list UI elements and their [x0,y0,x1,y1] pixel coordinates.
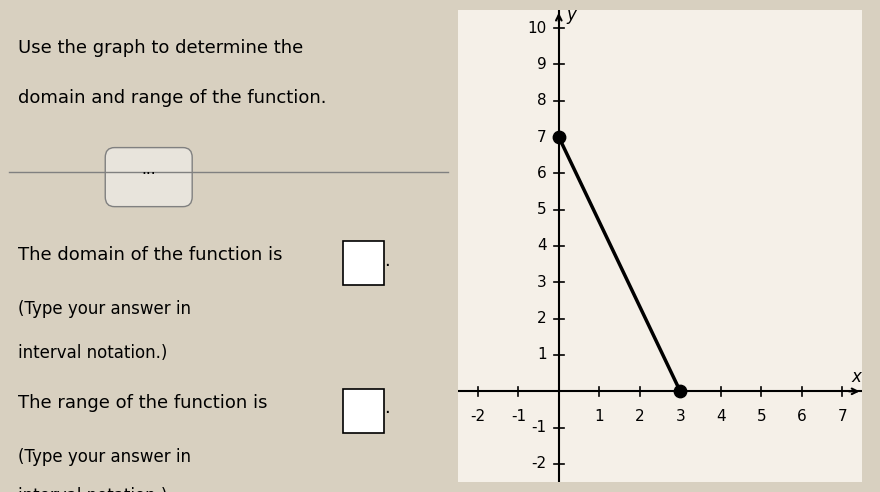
Text: -1: -1 [532,420,546,435]
Text: The range of the function is: The range of the function is [18,394,268,412]
Text: 1: 1 [595,409,604,425]
Point [552,133,566,141]
Text: 3: 3 [675,409,686,425]
Text: 2: 2 [537,311,546,326]
Text: Use the graph to determine the: Use the graph to determine the [18,39,304,58]
Text: 6: 6 [796,409,807,425]
Text: .: . [385,252,390,270]
FancyBboxPatch shape [343,241,385,285]
Text: ···: ··· [142,167,156,182]
Text: 3: 3 [537,275,546,290]
Text: 5: 5 [757,409,766,425]
Text: (Type your answer in: (Type your answer in [18,300,191,318]
Text: 9: 9 [537,57,546,72]
Text: 2: 2 [635,409,644,425]
Text: interval notation.): interval notation.) [18,344,168,363]
Text: interval notation.): interval notation.) [18,487,168,492]
Text: 1: 1 [537,347,546,363]
Text: 4: 4 [537,239,546,253]
Text: -1: -1 [510,409,526,425]
Text: 6: 6 [537,166,546,181]
Point [673,387,687,395]
FancyBboxPatch shape [106,148,192,207]
Text: 7: 7 [838,409,847,425]
Text: 4: 4 [716,409,725,425]
Text: 8: 8 [537,93,546,108]
Text: (Type your answer in: (Type your answer in [18,448,191,466]
Text: x: x [851,368,862,386]
Text: .: . [385,400,390,417]
Text: 10: 10 [527,21,546,35]
Text: -2: -2 [470,409,486,425]
Text: 5: 5 [537,202,546,217]
FancyBboxPatch shape [343,389,385,433]
Text: y: y [566,6,576,24]
Text: domain and range of the function.: domain and range of the function. [18,89,326,107]
Text: -2: -2 [532,457,546,471]
Text: 7: 7 [537,129,546,145]
Text: The domain of the function is: The domain of the function is [18,246,282,264]
